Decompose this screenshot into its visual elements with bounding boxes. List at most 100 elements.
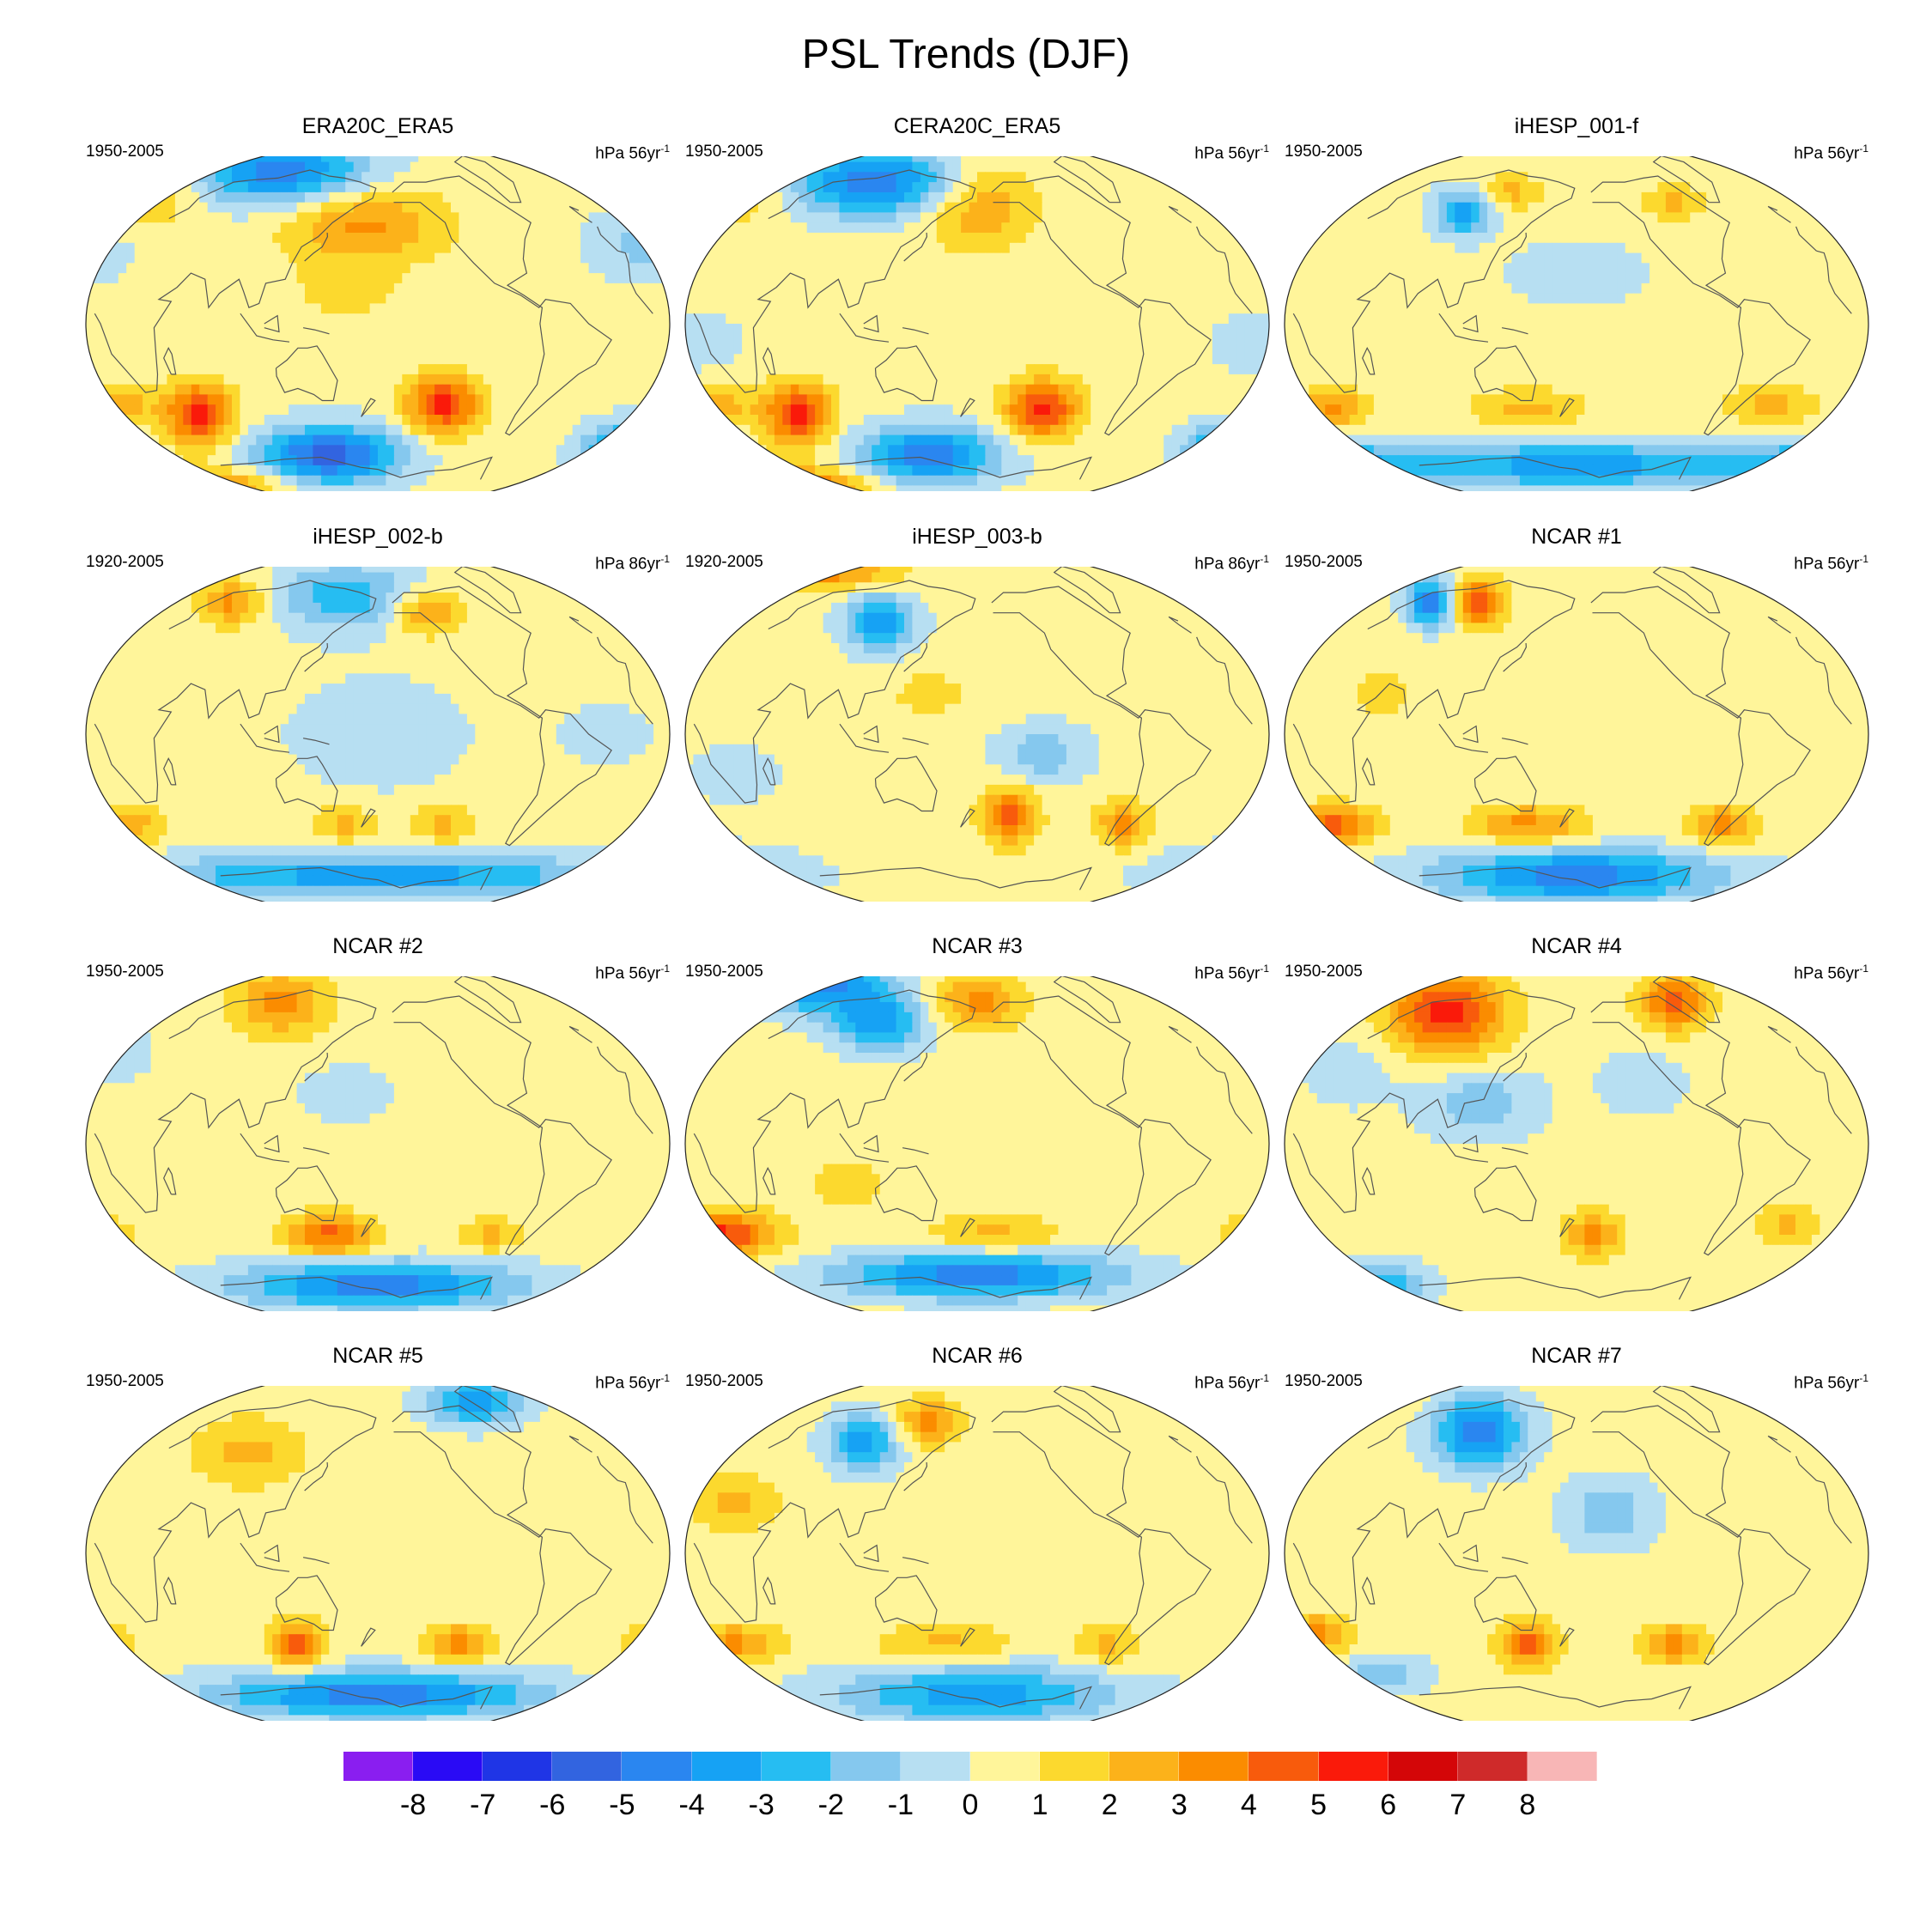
map-border — [684, 156, 1270, 491]
coastline — [762, 1166, 776, 1195]
map-panel: NCAR #4 1950-2005 hPa 56yr-1 — [1276, 933, 1877, 1311]
map-panel: iHESP_001-f 1950-2005 hPa 56yr-1 — [1276, 113, 1877, 491]
map-border — [85, 1386, 671, 1721]
map-border — [85, 156, 671, 491]
panel-units: hPa 56yr-1 — [595, 1369, 670, 1393]
coastlines — [94, 976, 653, 1300]
panel-units-exponent: -1 — [660, 143, 670, 155]
trend-field — [685, 567, 1269, 902]
coastline — [863, 314, 879, 333]
coastline — [1652, 156, 1721, 204]
panel-units-base: hPa 56yr — [1794, 964, 1859, 982]
coastline — [1419, 1276, 1692, 1300]
colorbar-label: 0 — [963, 1788, 979, 1822]
colorbar-box — [691, 1752, 762, 1781]
coastlines — [1292, 567, 1852, 890]
coastline — [1292, 169, 1852, 393]
coastline — [762, 1576, 776, 1605]
colorbar-label: -4 — [678, 1788, 704, 1822]
coastline — [1590, 1405, 1811, 1666]
panel-period: 1950-2005 — [86, 963, 164, 981]
coastline — [163, 756, 177, 786]
coastline — [1559, 1218, 1575, 1237]
panel-period: 1950-2005 — [685, 963, 763, 981]
trend-map — [1284, 1386, 1869, 1721]
coastline — [1168, 1435, 1192, 1453]
coastline — [902, 738, 929, 745]
map-panel: NCAR #2 1950-2005 hPa 56yr-1 — [77, 933, 678, 1311]
panel-period: 1920-2005 — [86, 553, 164, 572]
coastline — [240, 313, 290, 343]
coastline — [163, 1576, 177, 1605]
coastline — [1362, 1166, 1376, 1195]
coastline — [902, 1557, 929, 1564]
colorbar-label: -2 — [818, 1788, 844, 1822]
coastlines — [693, 976, 1253, 1300]
map-panel: NCAR #7 1950-2005 hPa 56yr-1 — [1276, 1343, 1877, 1721]
panel-units-base: hPa 56yr — [1794, 1374, 1859, 1392]
colorbar-label: 7 — [1449, 1788, 1466, 1822]
coastline — [839, 1133, 890, 1163]
coastline — [762, 756, 776, 786]
panel-units: hPa 56yr-1 — [1794, 1369, 1868, 1393]
coastline — [1053, 1386, 1121, 1433]
map-border — [684, 1386, 1270, 1721]
coastline — [1767, 616, 1791, 634]
panel-units-base: hPa 56yr — [1194, 964, 1260, 982]
map-border — [684, 976, 1270, 1311]
coastline — [304, 1052, 329, 1082]
coastline — [903, 1052, 928, 1082]
colorbar-box — [1388, 1752, 1458, 1781]
coastline — [693, 580, 1253, 804]
map-border — [1284, 156, 1869, 491]
panel-period: 1950-2005 — [86, 143, 164, 161]
coastline — [1053, 976, 1121, 1024]
coastline — [568, 205, 592, 223]
coastline — [1462, 1544, 1479, 1563]
coastlines — [94, 156, 653, 480]
coastline — [1292, 1399, 1852, 1623]
coastline — [1473, 756, 1537, 812]
coastline — [1559, 398, 1575, 417]
panel-title: NCAR #6 — [677, 1343, 1278, 1369]
coastline — [863, 1544, 879, 1563]
coastline — [264, 725, 280, 744]
coastline — [302, 327, 330, 335]
coastline — [220, 1686, 493, 1710]
trend-map — [684, 1386, 1270, 1721]
coastline — [302, 1147, 330, 1155]
coastline — [240, 723, 290, 753]
panel-units: hPa 56yr-1 — [1194, 1369, 1269, 1393]
panel-title: NCAR #5 — [77, 1343, 678, 1369]
colorbar-label: 3 — [1171, 1788, 1188, 1822]
colorbar-box — [483, 1752, 553, 1781]
colorbar-box — [1457, 1752, 1528, 1781]
trend-field — [1285, 156, 1868, 491]
coastline — [819, 456, 1092, 480]
colorbar-label: -1 — [888, 1788, 914, 1822]
panel-units-base: hPa 56yr — [1794, 555, 1859, 573]
colorbar-box — [1179, 1752, 1249, 1781]
coastlines — [1292, 1386, 1852, 1710]
coastline — [302, 1557, 330, 1564]
colorbar-box — [1249, 1752, 1319, 1781]
coastline — [1501, 1557, 1528, 1564]
coastline — [819, 866, 1092, 890]
coastline — [1292, 580, 1852, 804]
panel-units: hPa 56yr-1 — [1794, 550, 1868, 574]
trend-field — [86, 1386, 670, 1721]
map-panel: NCAR #6 1950-2005 hPa 56yr-1 — [677, 1343, 1278, 1721]
colorbar-label: -6 — [539, 1788, 565, 1822]
coastline — [1503, 642, 1528, 672]
panel-title: NCAR #1 — [1276, 524, 1877, 550]
coastline — [874, 345, 938, 402]
coastline — [1590, 175, 1811, 436]
panel-period: 1920-2005 — [685, 553, 763, 572]
coastline — [361, 398, 376, 417]
panel-title: NCAR #7 — [1276, 1343, 1877, 1369]
colorbar-label: 5 — [1310, 1788, 1327, 1822]
panel-title: CERA20C_ERA5 — [677, 113, 1278, 139]
coastline — [1501, 1147, 1528, 1155]
coastline — [94, 580, 653, 804]
